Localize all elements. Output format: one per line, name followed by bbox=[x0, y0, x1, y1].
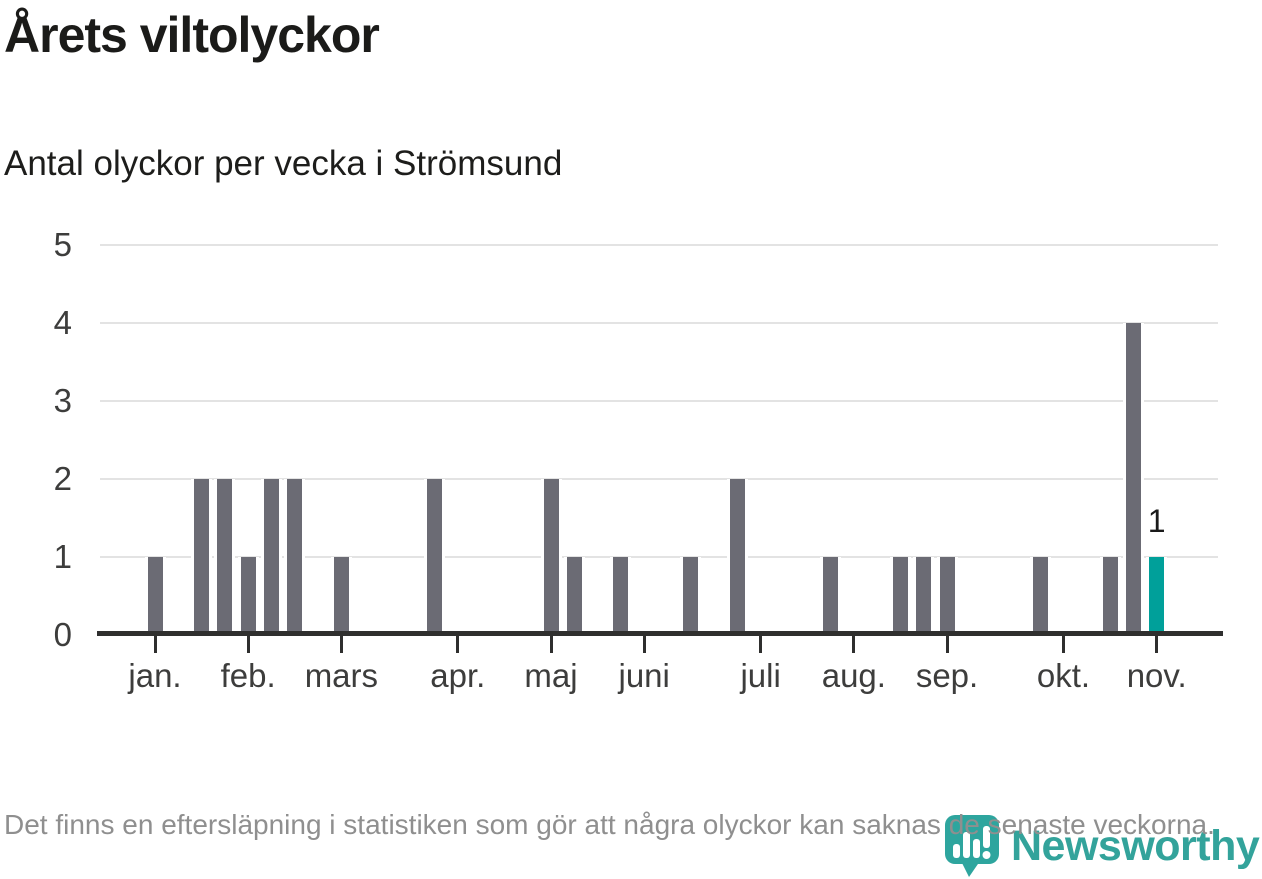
bar-week-27 bbox=[729, 479, 745, 635]
month-label-juni: juni bbox=[618, 657, 670, 694]
footer-note: Det finns en eftersläpning i statistiken… bbox=[4, 809, 1215, 840]
highlight-bar-week-45 bbox=[1149, 557, 1165, 635]
y-axis-label-3: 3 bbox=[53, 382, 72, 419]
month-tick-mars bbox=[339, 636, 343, 653]
month-label-juli: juli bbox=[740, 657, 781, 694]
bar-week-4 bbox=[194, 479, 210, 635]
y-axis-label-4: 4 bbox=[53, 304, 72, 341]
month-label-apr: apr. bbox=[430, 657, 486, 694]
chart-title: Årets viltolyckor bbox=[4, 7, 380, 63]
month-tick-nov bbox=[1155, 636, 1159, 653]
bar-value-label: 1 bbox=[1147, 503, 1166, 539]
bar-week-31 bbox=[823, 557, 839, 635]
month-tick-feb bbox=[246, 636, 250, 653]
chart-subtitle: Antal olyckor per vecka i Strömsund bbox=[4, 144, 563, 183]
bar-week-44 bbox=[1125, 323, 1141, 635]
bar-week-6 bbox=[240, 557, 256, 635]
month-tick-sep bbox=[945, 636, 949, 653]
month-tick-jan bbox=[153, 636, 157, 653]
gridline-y-4 bbox=[100, 322, 1218, 324]
month-label-nov: nov. bbox=[1126, 657, 1187, 694]
month-label-jan: jan. bbox=[128, 657, 182, 694]
x-axis-line bbox=[97, 631, 1223, 636]
month-label-mars: mars bbox=[304, 657, 379, 694]
newsworthy-logo: Newsworthy bbox=[944, 814, 1260, 878]
month-label-aug: aug. bbox=[821, 657, 886, 694]
bar-week-20 bbox=[566, 557, 582, 635]
y-axis-label-2: 2 bbox=[53, 460, 72, 497]
newsworthy-bubble-chart-icon bbox=[945, 815, 999, 877]
bar-week-43 bbox=[1102, 557, 1118, 635]
newsworthy-wordmark: Newsworthy bbox=[1011, 821, 1260, 870]
bar-week-40 bbox=[1032, 557, 1048, 635]
month-tick-aug bbox=[852, 636, 856, 653]
month-tick-juni bbox=[642, 636, 646, 653]
bar-week-36 bbox=[939, 557, 955, 635]
y-axis-label-5: 5 bbox=[53, 226, 72, 263]
bar-week-8 bbox=[287, 479, 303, 635]
bar-week-14 bbox=[427, 479, 443, 635]
y-axis-label-1: 1 bbox=[53, 538, 72, 575]
month-label-sep: sep. bbox=[915, 657, 979, 694]
bar-week-35 bbox=[916, 557, 932, 635]
gridline-y-3 bbox=[100, 400, 1218, 402]
month-tick-maj bbox=[549, 636, 553, 653]
bar-week-10 bbox=[333, 557, 349, 635]
bar-week-19 bbox=[543, 479, 559, 635]
bar-week-34 bbox=[892, 557, 908, 635]
bar-week-22 bbox=[613, 557, 629, 635]
y-axis-labels: 0 1 2 3 4 5 bbox=[0, 226, 80, 653]
bar-week-25 bbox=[683, 557, 699, 635]
month-label-maj: maj bbox=[524, 657, 578, 694]
month-label-okt: okt. bbox=[1036, 657, 1091, 694]
month-tick-apr bbox=[456, 636, 460, 653]
month-tick-juli bbox=[759, 636, 763, 653]
gridline-y-1 bbox=[100, 556, 1218, 558]
month-label-feb: feb. bbox=[220, 657, 276, 694]
bar-week-5 bbox=[217, 479, 233, 635]
plot-area: jan. feb. mars apr. maj juni juli aug. sep. okt. n… bbox=[100, 244, 1218, 694]
y-axis-label-0: 0 bbox=[53, 616, 72, 653]
bar-week-7 bbox=[263, 479, 279, 635]
month-tick-okt bbox=[1062, 636, 1065, 653]
gridline-y-2 bbox=[100, 478, 1218, 480]
bar-week-2 bbox=[147, 557, 163, 635]
gridline-y-5 bbox=[100, 244, 1218, 246]
